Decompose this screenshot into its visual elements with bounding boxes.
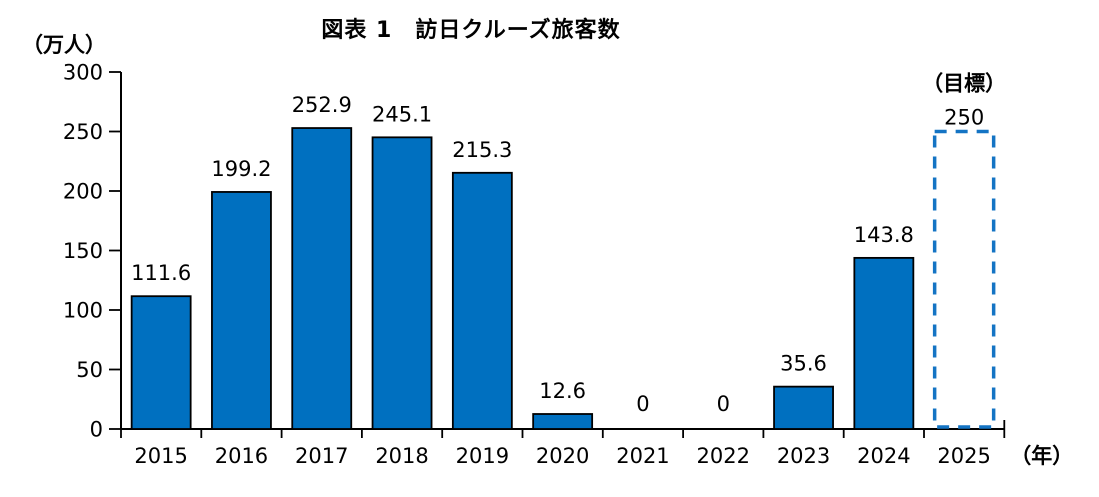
bar-value-label: 35.6	[780, 352, 827, 376]
bar-2024	[853, 256, 915, 430]
y-axis-unit-label: （万人）	[22, 33, 106, 57]
x-tick-label-2017: 2017	[295, 444, 348, 468]
bar-value-label: 252.9	[292, 93, 352, 117]
y-tick-label: 300	[63, 61, 103, 85]
bar-value-label: 143.8	[854, 223, 914, 247]
target-bar-2025	[932, 129, 996, 429]
x-tick-label-2024: 2024	[857, 444, 910, 468]
x-tick-label-2023: 2023	[777, 444, 830, 468]
y-tick-label: 0	[90, 418, 103, 442]
bar-value-label: 0	[717, 392, 730, 416]
bar-value-label: 12.6	[539, 379, 586, 403]
x-tick-label-2020: 2020	[536, 444, 589, 468]
bar-2016	[211, 191, 272, 430]
bar-value-label: 245.1	[372, 102, 432, 126]
x-axis-unit-label: （年）	[1010, 444, 1073, 468]
y-tick-label: 200	[63, 180, 103, 204]
bar-2023	[773, 385, 834, 430]
x-tick-label-2016: 2016	[215, 444, 268, 468]
target-value-label: 250	[944, 106, 984, 130]
bar-2017	[291, 127, 353, 430]
x-tick-label-2015: 2015	[134, 444, 187, 468]
x-tick-label-2021: 2021	[616, 444, 669, 468]
y-tick-label: 250	[63, 120, 103, 144]
y-tick-label: 100	[63, 299, 103, 323]
x-tick-label-2022: 2022	[697, 444, 750, 468]
bar-value-label: 199.2	[211, 157, 271, 181]
x-tick-label-2019: 2019	[456, 444, 509, 468]
bar-value-label: 215.3	[452, 138, 512, 162]
y-tick-label: 50	[76, 358, 103, 382]
x-tick-label-2025: 2025	[937, 444, 990, 468]
chart-title: 図表 1 訪日クルーズ旅客数	[321, 18, 621, 43]
bar-value-label: 111.6	[131, 261, 191, 285]
y-tick-label: 150	[63, 239, 103, 263]
target-annotation-label: （目標）	[922, 72, 1006, 96]
bar-2019	[451, 171, 513, 430]
bar-value-label: 0	[636, 392, 649, 416]
bar-2015	[130, 295, 192, 430]
bar-2018	[371, 136, 433, 430]
bar-2020	[532, 413, 594, 430]
x-tick-label-2018: 2018	[375, 444, 428, 468]
